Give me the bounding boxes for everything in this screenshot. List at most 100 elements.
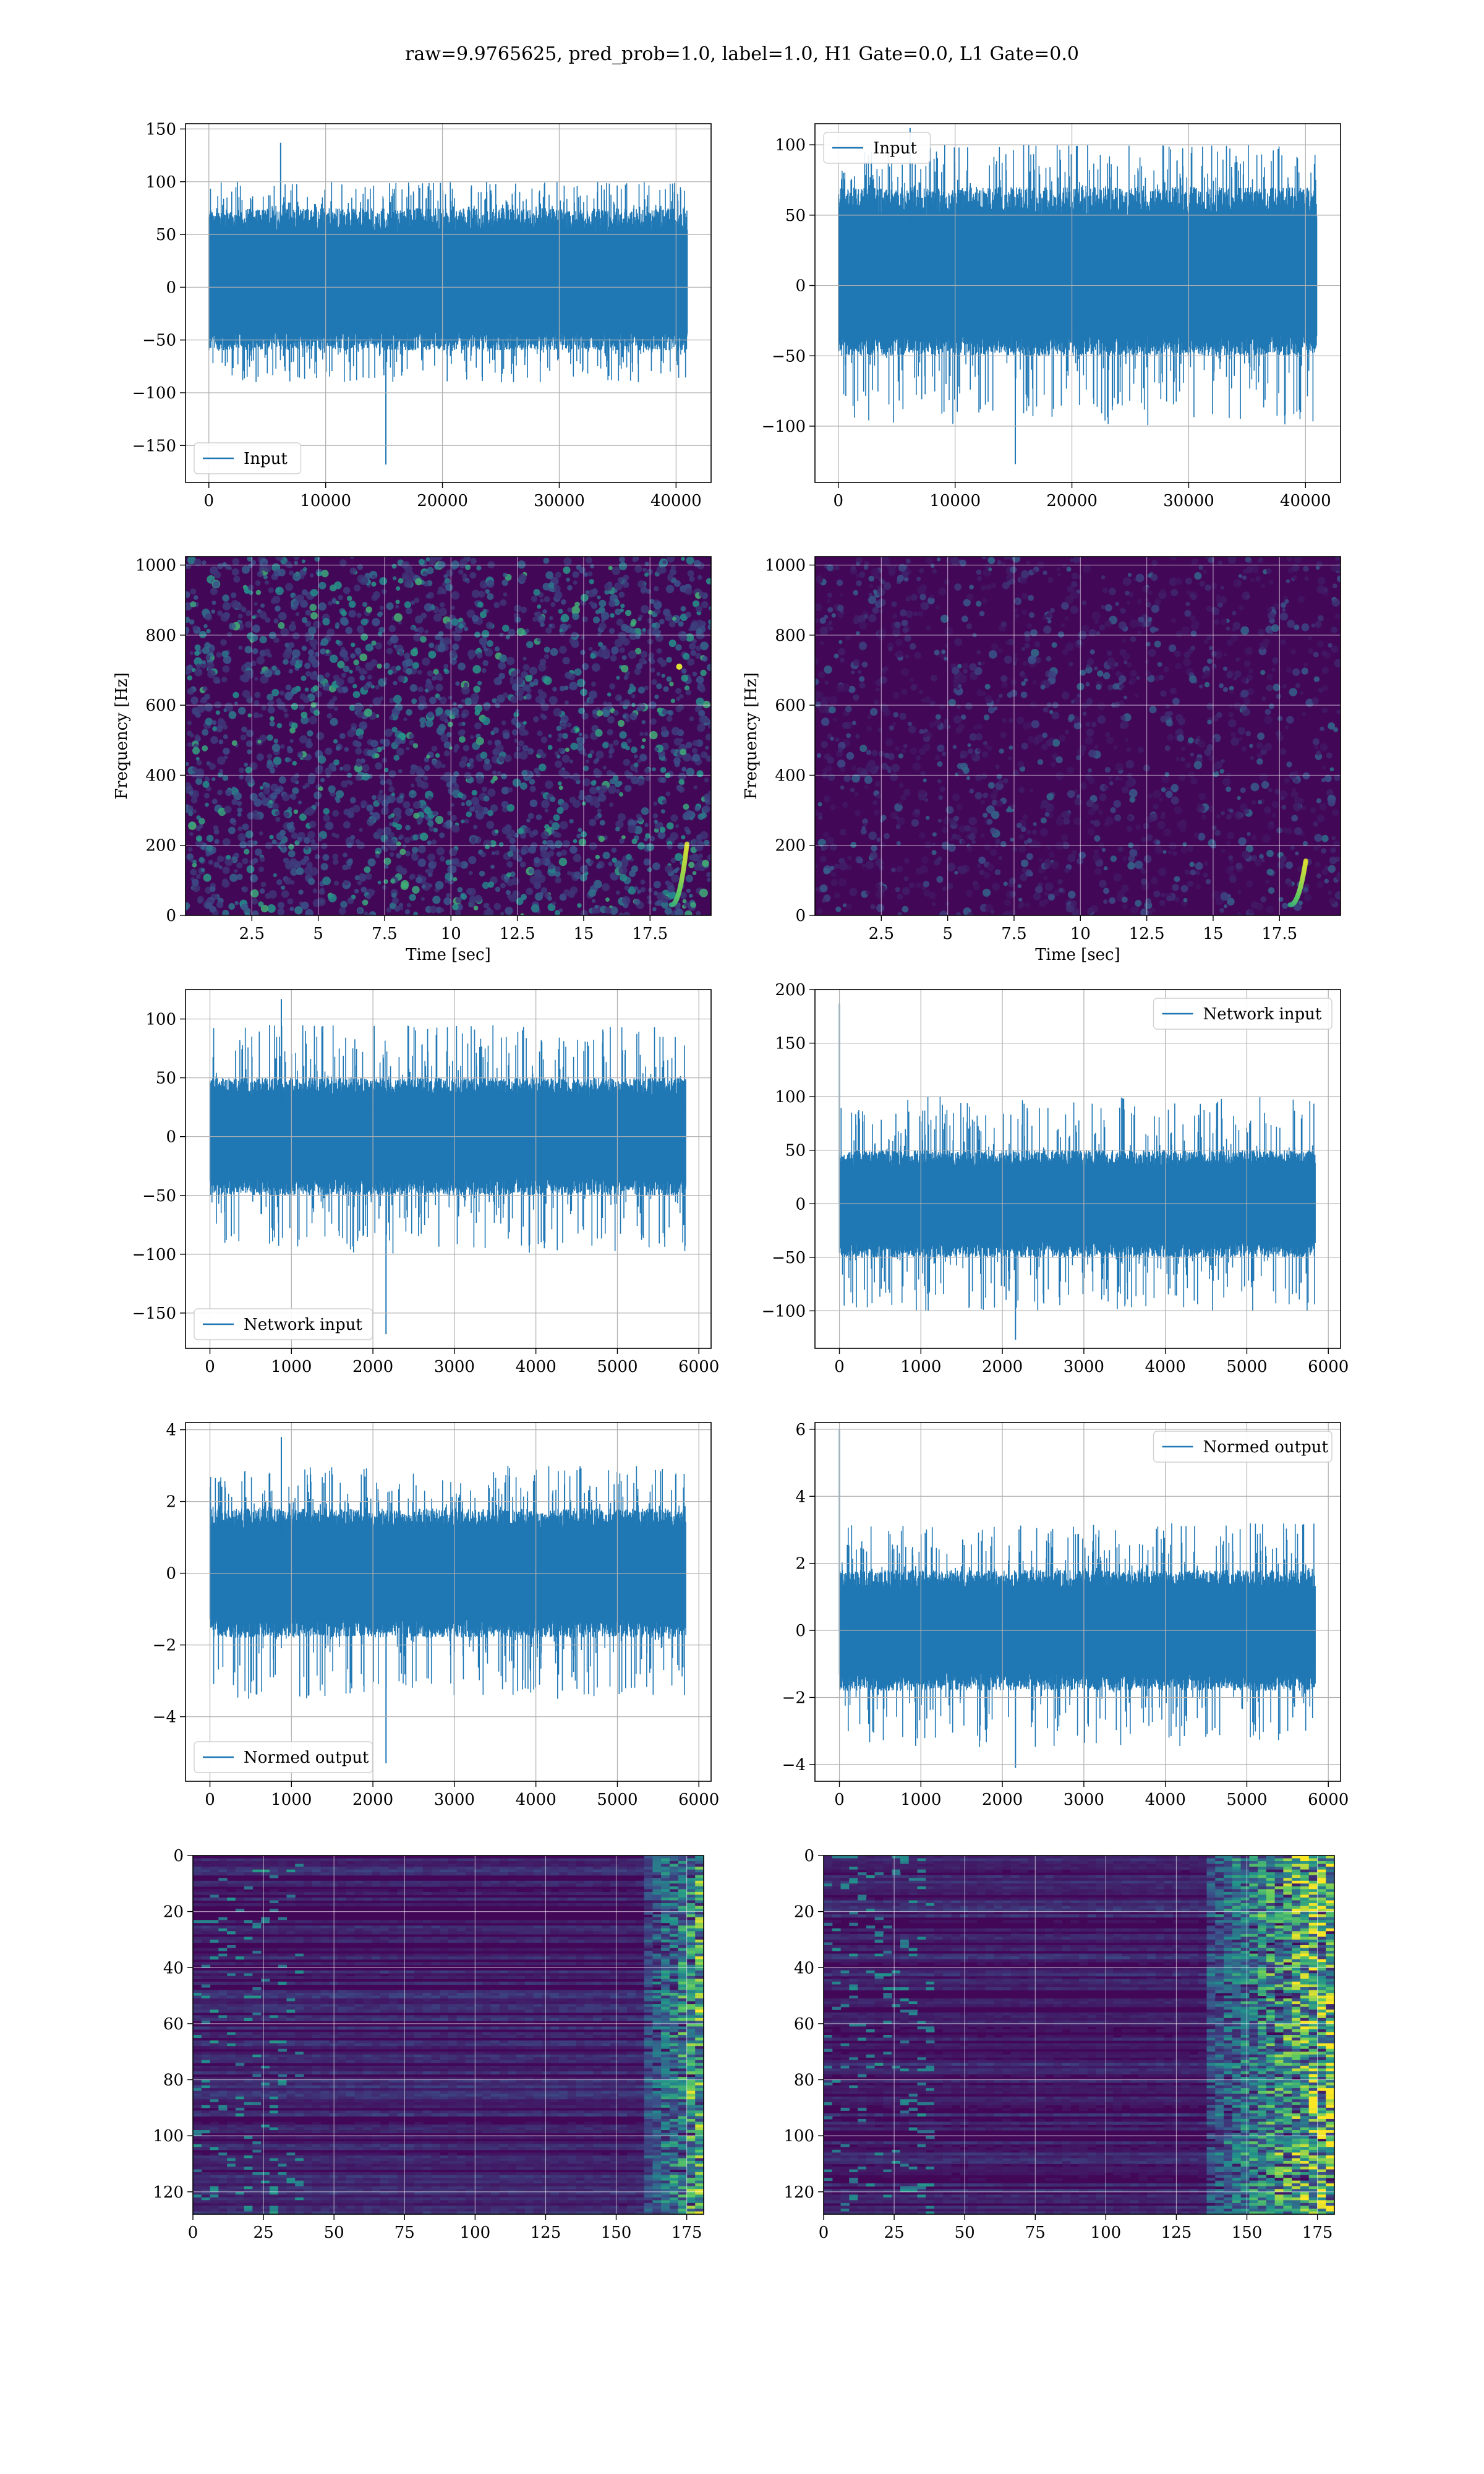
y-tick-label: 100 [783,2127,814,2146]
y-tick-label: 0 [795,1622,806,1640]
x-tick-label: 3000 [434,1791,475,1809]
x-tick-label: 1000 [900,1791,941,1809]
x-tick-label: 150 [1232,2224,1263,2242]
x-tick-label: 25 [254,2224,274,2242]
dense-core [208,244,688,322]
x-tick-label: 125 [1161,2224,1192,2242]
x-tick-label: 30000 [534,492,585,510]
x-tick-label: 1000 [271,1791,312,1809]
x-tick-label: 4000 [1145,1791,1186,1809]
x-tick-label: 12.5 [500,925,535,943]
y-tick-label: 0 [795,1195,806,1213]
y-tick-label: 100 [145,1011,176,1029]
x-tick-label: 50 [955,2224,975,2242]
legend-label: Input [873,139,917,158]
legend-label: Normed output [1203,1438,1329,1457]
series-line [208,142,688,464]
y-tick-label: −2 [153,1637,176,1655]
x-tick-label: 20000 [417,492,468,510]
y-tick-label: 100 [145,173,176,192]
heatmap-image [815,557,1341,915]
x-tick-label: 175 [672,2224,702,2242]
legend-box [1153,998,1333,1030]
x-tick-label: 5 [313,925,323,943]
x-tick-label: 4000 [516,1358,556,1376]
y-tick-label: −50 [142,1187,176,1205]
x-tick-label: 40000 [1280,492,1331,510]
chart-row4-left: 0 1000 2000 3000 4000 5000 6000 −4 −2 0 2 4 Normed o… [153,1421,720,1809]
y-tick-label: 1000 [765,557,806,575]
x-tick-label: 10 [441,925,461,943]
y-tick-label: 100 [775,1088,806,1106]
x-axis-label: Time [sec] [406,946,491,964]
axes-frame [185,1422,712,1782]
legend-box [194,442,302,474]
legend-label: Input [244,450,288,468]
legend-box [823,132,931,164]
x-tick-label: 10 [1070,925,1091,943]
y-tick-label: −100 [762,417,806,436]
x-tick-label: 75 [1025,2224,1046,2242]
y-tick-label: 50 [156,1069,176,1088]
x-tick-label: 17.5 [632,925,668,943]
x-tick-label: 3000 [1064,1358,1104,1376]
x-tick-label: 125 [531,2224,561,2242]
y-tick-label: 40 [794,1959,814,1977]
x-tick-label: 175 [1302,2224,1333,2242]
axes-frame [823,1855,1335,2215]
legend: Input [823,132,931,164]
figure-title: raw=9.9765625, pred_prob=1.0, label=1.0,… [405,43,1079,65]
chirp-mark [684,841,689,847]
axes-frame [185,123,712,483]
y-tick-label: 200 [145,837,176,855]
heatmap-image [824,1856,1334,2214]
heatmap-image [193,1856,704,2214]
chirp-mark [1303,858,1308,864]
x-tick-label: 10000 [300,492,351,510]
series-line [209,1437,686,1763]
x-tick-label: 0 [204,492,215,510]
x-tick-label: 6000 [1308,1791,1349,1809]
x-tick-label: 25 [884,2224,905,2242]
legend: Network input [194,1308,373,1340]
x-tick-label: 3000 [1064,1791,1104,1809]
legend: Normed output [1153,1431,1333,1463]
legend-label: Normed output [244,1748,369,1767]
x-tick-label: 0 [819,2224,829,2242]
y-tick-label: 0 [166,278,176,297]
legend-label: Network input [1203,1005,1322,1024]
y-tick-label: −4 [153,1708,176,1727]
y-tick-label: 6 [795,1421,806,1439]
x-tick-label: 17.5 [1261,925,1297,943]
y-tick-label: 0 [804,1847,814,1865]
y-tick-label: 60 [163,2015,184,2034]
axes-frame [814,989,1341,1349]
x-tick-label: 2.5 [869,925,894,943]
y-tick-label: 0 [166,1128,176,1147]
y-tick-label: −4 [782,1756,806,1774]
x-tick-label: 4000 [1145,1358,1186,1376]
legend-label: Network input [244,1316,362,1334]
series-line [209,999,686,1335]
x-tick-label: 50 [324,2224,344,2242]
heatmap-image [186,557,711,915]
chart-row4-right: 0 1000 2000 3000 4000 5000 6000 −4 −2 0 2 4 6 Normed … [782,1421,1349,1809]
y-axis-label: Frequency [Hz] [742,672,761,800]
x-tick-label: 0 [834,492,844,510]
x-tick-label: 3000 [434,1358,475,1376]
y-tick-label: 60 [794,2015,814,2034]
y-axis-label: Frequency [Hz] [113,672,131,800]
y-tick-label: −50 [772,1249,806,1267]
x-tick-label: 12.5 [1129,925,1165,943]
x-tick-label: 2000 [352,1791,393,1809]
axes-frame [814,1422,1341,1782]
y-tick-label: 120 [783,2183,814,2202]
series-line [838,127,1318,464]
x-tick-label: 100 [460,2224,491,2242]
y-tick-label: −50 [772,347,806,366]
y-tick-label: 2 [795,1555,806,1573]
x-tick-label: 15 [1203,925,1223,943]
y-tick-label: 600 [775,696,806,715]
x-tick-label: 5000 [597,1358,638,1376]
